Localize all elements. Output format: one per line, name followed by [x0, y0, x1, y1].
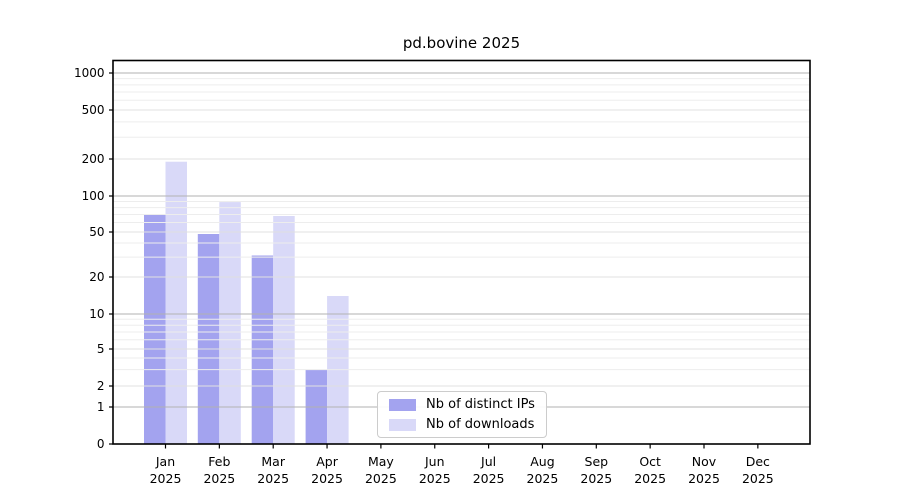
x-tick-label: Oct — [639, 454, 661, 469]
x-tick-label: Jan — [155, 454, 175, 469]
x-tick-label: Apr — [316, 454, 338, 469]
x-tick-year-label: 2025 — [311, 471, 343, 486]
y-tick-label: 1000 — [74, 66, 105, 80]
x-tick-year-label: 2025 — [742, 471, 774, 486]
y-tick-label: 500 — [82, 103, 105, 117]
x-tick-year-label: 2025 — [473, 471, 505, 486]
bar-distinct-ips-jan — [144, 214, 166, 444]
legend-item-distinct-ips: Nb of distinct IPs — [386, 397, 538, 412]
x-tick-year-label: 2025 — [203, 471, 235, 486]
x-tick-label: Nov — [692, 454, 717, 469]
bar-downloads-mar — [273, 216, 295, 444]
y-tick-label: 0 — [97, 437, 105, 451]
x-tick-year-label: 2025 — [419, 471, 451, 486]
chart-title: pd.bovine 2025 — [402, 34, 521, 52]
bar-downloads-jan — [165, 161, 187, 444]
legend-item-downloads: Nb of downloads — [386, 417, 538, 432]
plot-frame — [112, 59, 811, 445]
y-tick-label: 20 — [89, 270, 104, 284]
bar-distinct-ips-feb — [197, 234, 220, 444]
x-tick-year-label: 2025 — [527, 471, 559, 486]
y-tick-label: 200 — [82, 152, 105, 166]
x-tick-year-label: 2025 — [580, 471, 612, 486]
bar-distinct-ips-mar — [251, 255, 274, 444]
chart-legend: Nb of distinct IPs Nb of downloads — [377, 391, 547, 438]
y-tick-label: 10 — [89, 307, 104, 321]
bar-downloads-feb — [219, 202, 241, 444]
y-tick-label: 50 — [89, 225, 104, 239]
x-tick-year-label: 2025 — [365, 471, 397, 486]
y-tick-label: 1 — [97, 400, 105, 414]
x-tick-year-label: 2025 — [150, 471, 182, 486]
legend-label-distinct-ips: Nb of distinct IPs — [426, 397, 535, 412]
x-tick-label: Aug — [530, 454, 554, 469]
legend-swatch-distinct-ips — [389, 398, 416, 411]
x-tick-label: Feb — [208, 454, 230, 469]
x-tick-label: Mar — [261, 454, 285, 469]
y-tick-label: 2 — [97, 379, 105, 393]
x-tick-year-label: 2025 — [688, 471, 720, 486]
x-tick-label: Jul — [480, 454, 496, 469]
x-tick-label: May — [368, 454, 394, 469]
x-tick-label: Sep — [585, 454, 609, 469]
x-tick-year-label: 2025 — [634, 471, 666, 486]
x-tick-label: Jun — [424, 454, 445, 469]
legend-swatch-downloads — [389, 418, 416, 431]
y-tick-label: 100 — [82, 189, 105, 203]
x-tick-year-label: 2025 — [257, 471, 289, 486]
y-tick-label: 5 — [97, 342, 105, 356]
legend-label-downloads: Nb of downloads — [426, 417, 535, 432]
x-tick-label: Dec — [746, 454, 770, 469]
